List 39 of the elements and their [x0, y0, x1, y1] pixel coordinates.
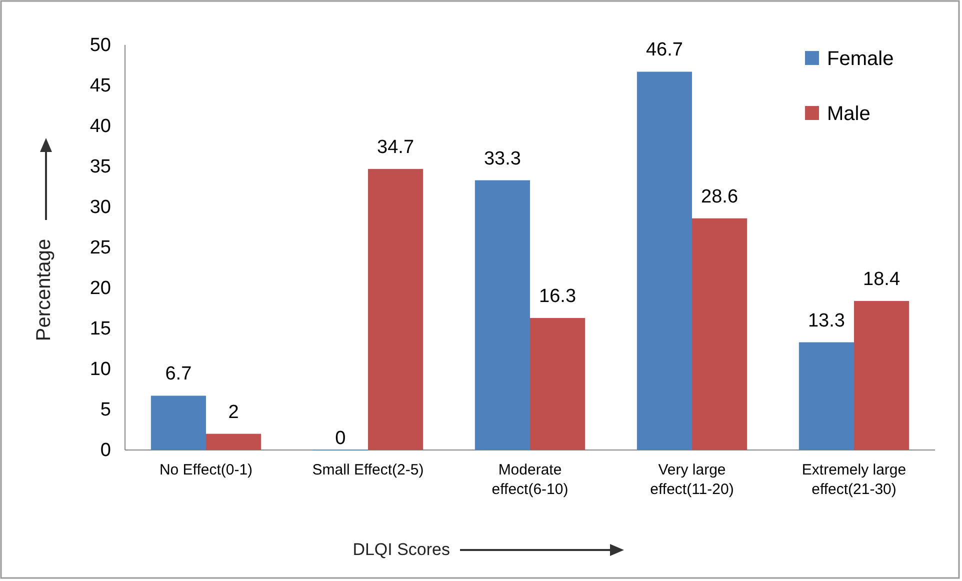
legend-label: Female [827, 48, 894, 70]
y-tick-label: 5 [100, 400, 111, 421]
data-label: 28.6 [701, 186, 738, 208]
bar [150, 396, 206, 450]
x-tick-label: No Effect(0-1) [159, 462, 253, 479]
data-label: 18.4 [863, 268, 900, 290]
y-tick-label: 10 [90, 359, 111, 380]
data-label: 0 [335, 428, 346, 449]
x-axis-title: DLQI Scores [352, 540, 450, 559]
y-tick-label: 50 [90, 35, 111, 56]
bar [798, 342, 854, 450]
y-tick-label: 25 [90, 238, 111, 259]
x-tick-label: Small Effect(2-5) [312, 462, 424, 479]
data-label: 13.3 [808, 310, 845, 332]
bar [530, 318, 586, 450]
bar [636, 72, 692, 450]
y-tick-label: 15 [90, 318, 111, 340]
x-tick-label: Very large effect(11-20) [650, 462, 734, 498]
y-axis-title: Percentage [33, 238, 55, 342]
x-tick-label: Extremely large effect(21-30) [802, 462, 906, 498]
data-label: 2 [228, 402, 239, 423]
data-label: 34.7 [377, 136, 414, 158]
y-tick-label: 45 [90, 76, 111, 97]
data-label: 46.7 [646, 40, 683, 61]
y-tick-label: 0 [100, 440, 111, 462]
y-tick-label: 30 [90, 197, 111, 218]
data-label: 33.3 [484, 148, 521, 170]
y-tick-label: 40 [90, 116, 111, 138]
y-tick-label: 35 [90, 156, 111, 178]
data-label: 6.7 [165, 364, 192, 385]
bar [206, 434, 262, 450]
bar [474, 180, 530, 450]
bar [854, 300, 910, 450]
data-label: 16.3 [539, 286, 576, 307]
x-tick-label: Moderate effect(6-10) [492, 462, 568, 498]
bar [368, 168, 424, 450]
y-tick-label: 20 [90, 278, 111, 300]
legend-label: Male [827, 103, 870, 125]
bar [692, 218, 748, 450]
